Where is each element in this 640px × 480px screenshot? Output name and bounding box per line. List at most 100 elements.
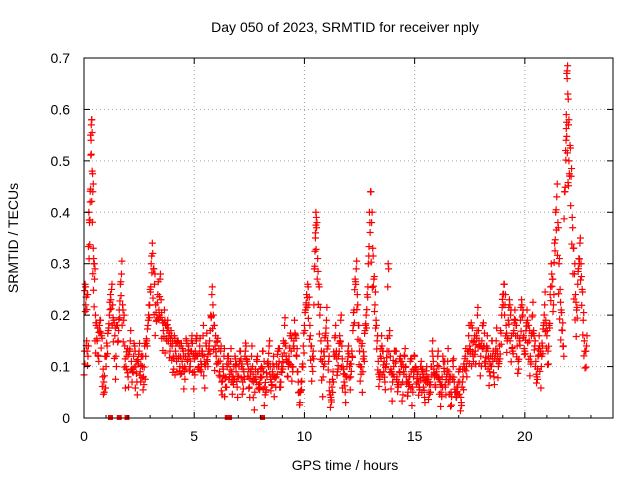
data-point (411, 363, 419, 371)
data-point (478, 337, 486, 345)
data-point (270, 352, 278, 360)
data-point (332, 321, 340, 329)
data-point (566, 144, 574, 152)
data-point (565, 157, 573, 165)
data-point (559, 343, 567, 351)
data-point (288, 377, 296, 385)
data-point (281, 314, 289, 322)
data-point (404, 392, 412, 400)
data-point (449, 363, 457, 371)
data-point (399, 391, 407, 399)
data-point (98, 382, 106, 390)
data-point (500, 280, 508, 288)
data-point (173, 338, 181, 346)
data-point (146, 301, 154, 309)
data-point (318, 376, 326, 384)
data-point (298, 377, 306, 385)
data-point (577, 273, 585, 281)
data-point (185, 367, 193, 375)
data-point (329, 388, 337, 396)
chart-title: Day 050 of 2023, SRMTID for receiver npl… (211, 19, 479, 35)
data-point (341, 388, 349, 396)
data-point (562, 136, 570, 144)
data-point (326, 403, 334, 411)
data-point (117, 270, 125, 278)
data-point (506, 337, 514, 345)
data-point (440, 364, 448, 372)
data-point (558, 326, 566, 334)
data-point (108, 280, 116, 288)
data-point (104, 329, 112, 337)
data-point (148, 239, 156, 247)
data-point (563, 149, 571, 157)
data-point (479, 322, 487, 330)
data-point (557, 298, 565, 306)
data-point (315, 283, 323, 291)
data-point (148, 269, 156, 277)
data-point (353, 257, 361, 265)
data-point (88, 218, 96, 226)
data-point (278, 368, 286, 376)
data-point (229, 381, 237, 389)
data-point (456, 407, 464, 415)
data-point (222, 374, 230, 382)
data-point (538, 339, 546, 347)
data-point (509, 350, 517, 358)
data-point (180, 385, 188, 393)
data-point (87, 150, 95, 158)
data-point (450, 373, 458, 381)
data-point (212, 348, 220, 356)
data-point (496, 350, 504, 358)
data-point (473, 311, 481, 319)
data-point (102, 363, 110, 371)
data-point (291, 330, 299, 338)
data-point (200, 372, 208, 380)
data-point (551, 236, 559, 244)
data-point (217, 387, 225, 395)
data-point (394, 388, 402, 396)
data-point (223, 383, 231, 391)
data-point (353, 306, 361, 314)
data-point (357, 363, 365, 371)
data-point (84, 362, 92, 370)
data-point (245, 384, 253, 392)
data-point (126, 337, 134, 345)
data-point (553, 193, 561, 201)
data-point (265, 349, 273, 357)
data-point (380, 368, 388, 376)
data-point (147, 283, 155, 291)
data-point (94, 351, 102, 359)
data-point (301, 327, 309, 335)
data-point (283, 372, 291, 380)
data-point (243, 356, 251, 364)
data-point (582, 363, 590, 371)
x-tick-label: 10 (297, 428, 313, 444)
data-point (97, 316, 105, 324)
data-point (220, 345, 228, 353)
data-point (270, 393, 278, 401)
data-point (495, 360, 503, 368)
y-tick-label: 0.3 (51, 256, 71, 272)
data-point (577, 276, 585, 284)
data-point (292, 351, 300, 359)
data-point (582, 347, 590, 355)
data-point (227, 357, 235, 365)
data-point (438, 393, 446, 401)
data-point (352, 265, 360, 273)
y-tick-label: 0.5 (51, 153, 71, 169)
data-point (322, 324, 330, 332)
data-point (268, 382, 276, 390)
data-point (518, 313, 526, 321)
data-point (437, 388, 445, 396)
data-point (554, 224, 562, 232)
data-point (486, 372, 494, 380)
data-point (481, 359, 489, 367)
data-point (377, 354, 385, 362)
data-point (348, 353, 356, 361)
data-point (261, 378, 269, 386)
data-point (389, 378, 397, 386)
data-point (378, 342, 386, 350)
data-point (301, 308, 309, 316)
data-point (91, 311, 99, 319)
data-point (572, 298, 580, 306)
